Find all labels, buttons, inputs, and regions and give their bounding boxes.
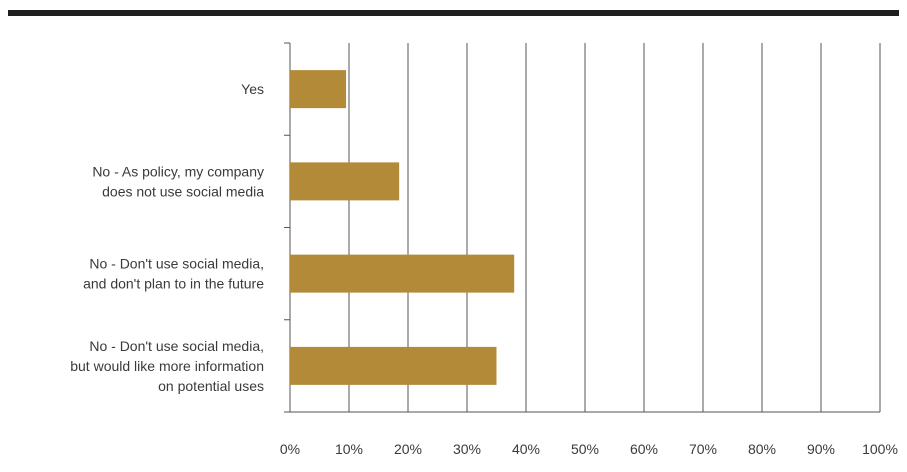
bar — [290, 70, 347, 109]
category-label: does not use social media — [102, 183, 264, 199]
bar — [290, 346, 497, 385]
category-label: No - Don't use social media, — [89, 338, 264, 354]
x-tick-label: 50% — [571, 441, 599, 457]
x-tick-label: 80% — [748, 441, 776, 457]
category-label: and don't plan to in the future — [83, 276, 264, 292]
x-tick-label: 30% — [453, 441, 481, 457]
category-label: Yes — [241, 81, 264, 97]
category-label: but would like more information — [70, 358, 264, 374]
x-tick-label: 0% — [280, 441, 300, 457]
category-label: No - As policy, my company — [92, 163, 264, 179]
x-tick-label: 90% — [807, 441, 835, 457]
x-tick-label: 70% — [689, 441, 717, 457]
x-tick-label: 100% — [862, 441, 898, 457]
bar — [290, 254, 515, 293]
bar — [290, 162, 400, 201]
x-tick-label: 20% — [394, 441, 422, 457]
category-label: No - Don't use social media, — [89, 256, 264, 272]
x-tick-label: 60% — [630, 441, 658, 457]
x-tick-label: 40% — [512, 441, 540, 457]
x-tick-label: 10% — [335, 441, 363, 457]
header-rule — [8, 10, 899, 16]
category-label: on potential uses — [158, 378, 264, 394]
